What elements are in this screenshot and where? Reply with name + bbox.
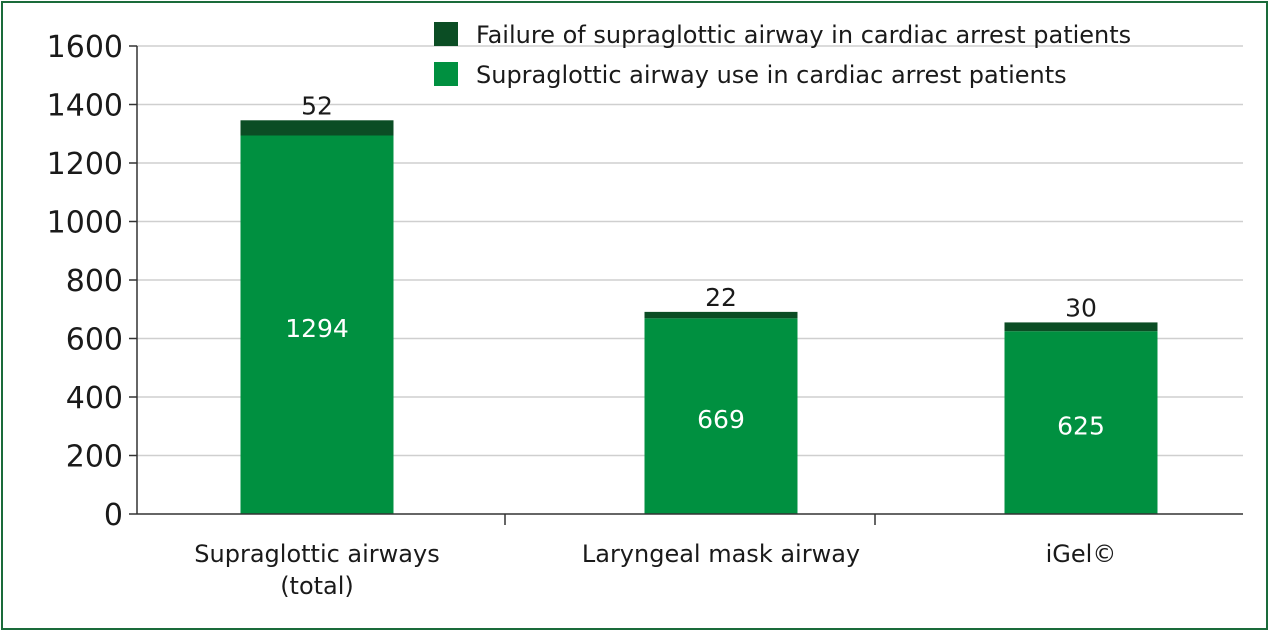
y-tick-label: 1600 [47, 30, 123, 65]
x-category-label: Laryngeal mask airway [582, 540, 860, 568]
legend-swatch [434, 62, 458, 86]
bars [240, 120, 1158, 514]
data-label-failure: 22 [705, 283, 737, 312]
data-label-failure: 30 [1065, 293, 1097, 322]
bar-use [240, 135, 394, 514]
y-axis-ticks: 0 200 400 600 800 1000 1200 1400 1600 [47, 30, 137, 533]
data-labels: 1294 52 669 22 625 30 [285, 91, 1105, 440]
y-tick-label: 400 [66, 381, 123, 416]
data-label-use: 1294 [285, 314, 349, 343]
data-label-use: 625 [1057, 412, 1105, 441]
y-tick-label: 1400 [47, 89, 123, 124]
data-label-failure: 52 [301, 91, 333, 120]
bar-failure [1004, 322, 1158, 332]
bar-failure [240, 120, 394, 136]
y-tick-label: 800 [66, 264, 123, 299]
bar-use [1004, 331, 1158, 514]
bar-use [644, 318, 798, 514]
legend-label: Supraglottic airway use in cardiac arres… [476, 61, 1067, 89]
bar-failure [644, 311, 798, 319]
x-category-label: Supraglottic airways [194, 540, 439, 568]
y-tick-label: 600 [66, 323, 123, 358]
y-tick-label: 0 [104, 498, 123, 533]
data-label-use: 669 [697, 405, 745, 434]
x-category-label: iGel© [1046, 540, 1117, 568]
legend-swatch [434, 22, 458, 46]
legend-label: Failure of supraglottic airway in cardia… [476, 21, 1131, 49]
y-tick-label: 200 [66, 440, 123, 475]
x-axis-labels: Supraglottic airways (total) Laryngeal mas… [194, 540, 1116, 600]
y-tick-label: 1000 [47, 206, 123, 241]
legend: Failure of supraglottic airway in cardia… [434, 21, 1131, 89]
y-tick-label: 1200 [47, 147, 123, 182]
x-category-label: (total) [280, 572, 354, 600]
